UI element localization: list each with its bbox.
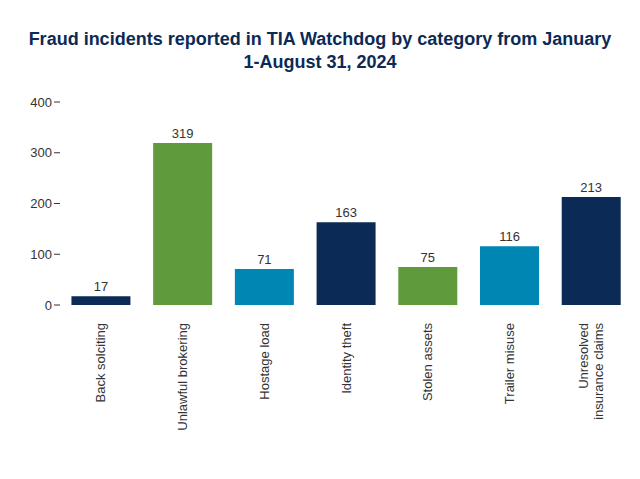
svg-text:0: 0 [45, 298, 52, 313]
svg-text:Trailer misuse: Trailer misuse [502, 323, 517, 404]
svg-text:213: 213 [580, 180, 602, 195]
svg-text:300: 300 [30, 145, 52, 160]
html-text:Fraud incidents reported in TI: Fraud incidents reported in TIA Watchdog… [28, 29, 612, 72]
svg-text:Unlawful brokering: Unlawful brokering [175, 323, 190, 431]
svg-text:116: 116 [499, 229, 520, 244]
svg-text:Hostage load: Hostage load [257, 323, 272, 400]
svg-text:71: 71 [257, 252, 271, 267]
svg-text:17: 17 [94, 279, 108, 294]
svg-text:Stolen assets: Stolen assets [420, 323, 435, 402]
svg-text:200: 200 [30, 196, 52, 211]
svg-text:Identity theft: Identity theft [339, 323, 354, 394]
svg-text:Back solciting: Back solciting [93, 323, 108, 402]
svg-text:75: 75 [421, 250, 435, 265]
svg-text:163: 163 [335, 205, 357, 220]
svg-text:100: 100 [30, 247, 52, 262]
svg-text:Unresolvedinsurance claims: Unresolvedinsurance claims [576, 323, 607, 420]
svg-text:400: 400 [30, 95, 52, 110]
svg-text:319: 319 [172, 126, 194, 141]
